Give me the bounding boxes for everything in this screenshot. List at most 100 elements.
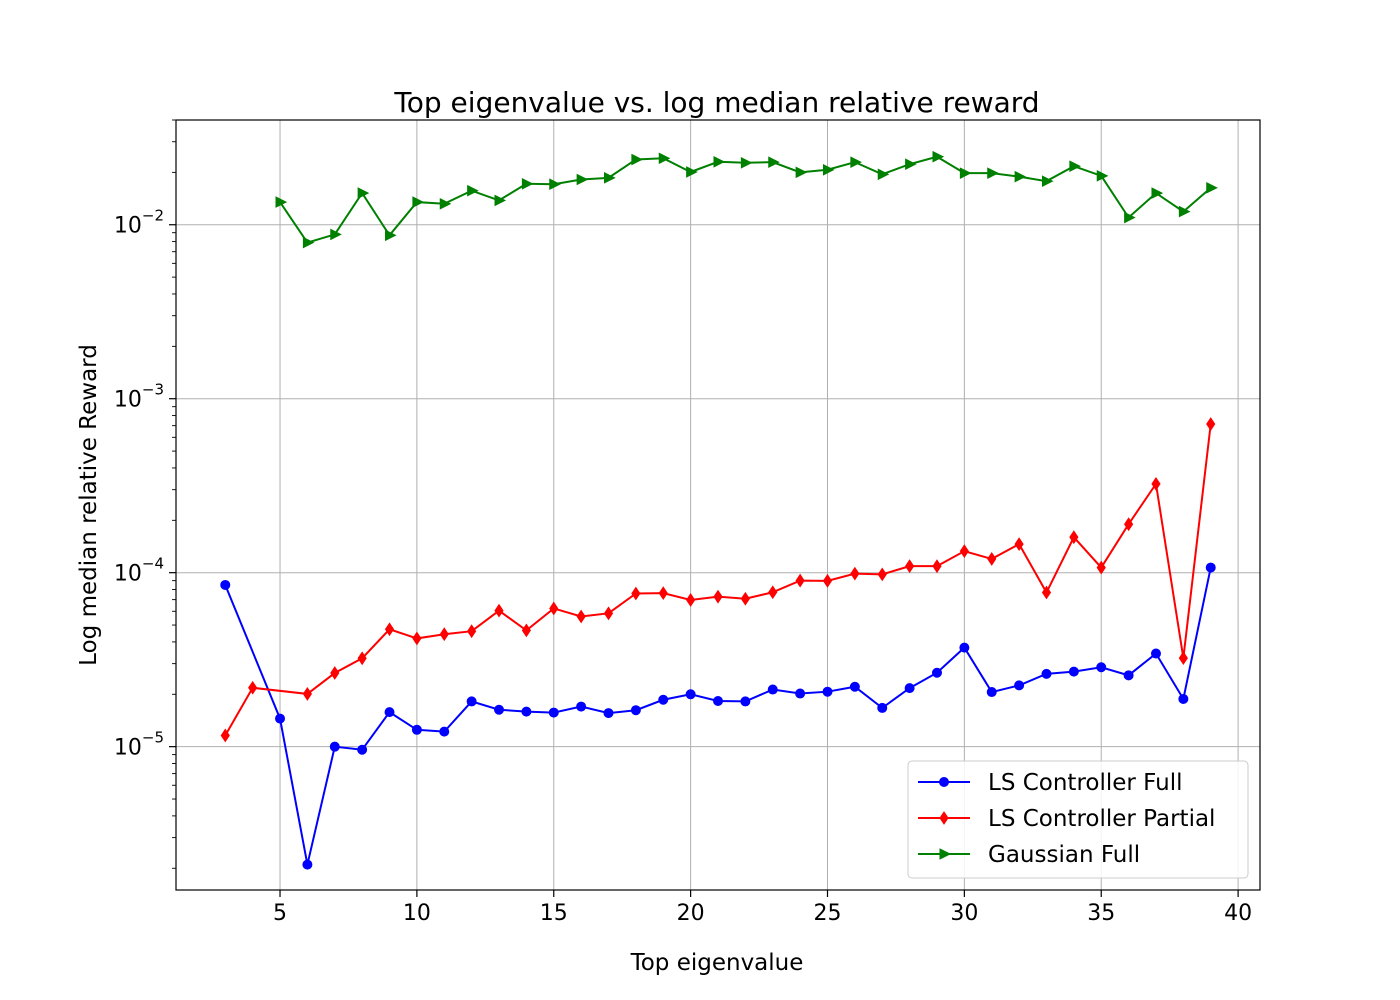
data-point: [713, 696, 723, 707]
y-axis-label: Log median relative Reward: [76, 344, 102, 666]
data-point: [384, 707, 395, 718]
y-tick-base: 10: [114, 388, 142, 413]
y-tick-base: 10: [114, 562, 142, 587]
data-point: [1069, 530, 1079, 545]
data-point: [548, 707, 559, 718]
legend-marker: [939, 811, 949, 825]
x-tick-label: 15: [540, 901, 568, 926]
data-point: [439, 627, 449, 642]
data-point: [630, 705, 641, 716]
x-tick-label: 25: [813, 901, 841, 926]
data-point: [1096, 170, 1109, 182]
data-point: [604, 172, 616, 184]
data-point: [740, 156, 753, 169]
data-point: [1096, 560, 1106, 575]
data-point: [521, 706, 532, 717]
data-point: [1178, 693, 1189, 704]
x-axis-label: Top eigenvalue: [630, 950, 804, 976]
data-point: [439, 197, 452, 210]
series-line: [224, 423, 1212, 736]
legend-label: LS Controller Full: [988, 770, 1183, 796]
data-point: [1014, 537, 1024, 551]
y-tick-label: 10−5: [114, 729, 164, 761]
data-point: [603, 606, 614, 621]
data-point: [1014, 680, 1025, 691]
data-point: [713, 589, 723, 604]
data-point: [631, 586, 641, 601]
data-point: [521, 623, 531, 638]
data-point: [467, 624, 477, 639]
x-tick-label: 20: [677, 901, 705, 926]
data-point: [959, 544, 969, 559]
data-point: [904, 683, 915, 694]
data-point: [631, 153, 643, 166]
data-point: [275, 713, 286, 724]
data-point: [1206, 417, 1216, 431]
data-point: [987, 167, 999, 179]
y-tick-base: 10: [114, 214, 142, 239]
data-point: [987, 552, 997, 566]
data-point: [932, 559, 942, 574]
data-point: [1124, 211, 1136, 224]
data-point: [248, 680, 258, 695]
y-tick-exponent: −3: [142, 381, 164, 399]
data-point: [959, 167, 972, 179]
x-tick-label: 40: [1224, 901, 1252, 926]
data-point: [658, 152, 671, 165]
data-point: [302, 236, 315, 249]
data-point: [549, 601, 559, 616]
y-tick-label: 10−2: [114, 207, 164, 239]
data-point: [576, 609, 586, 624]
y-tick-base: 10: [114, 736, 142, 761]
data-point: [768, 156, 780, 168]
data-point: [1041, 175, 1054, 187]
data-point: [494, 603, 504, 618]
data-point: [1124, 517, 1134, 532]
data-point: [1041, 668, 1052, 679]
data-point: [494, 704, 505, 715]
data-point: [986, 687, 997, 698]
data-point: [685, 689, 696, 700]
data-point: [329, 741, 340, 752]
data-point: [494, 194, 507, 207]
data-point: [1096, 662, 1107, 673]
data-point: [385, 229, 397, 242]
legend: LS Controller Full LS Controller Partial G…: [907, 760, 1249, 879]
data-point: [877, 567, 887, 582]
data-point: [795, 166, 808, 179]
data-point: [521, 177, 534, 190]
y-tick-exponent: −5: [142, 729, 164, 747]
data-point: [850, 156, 862, 168]
data-point: [1014, 170, 1027, 183]
data-point: [1178, 205, 1191, 218]
data-point: [466, 696, 477, 707]
data-point: [1041, 585, 1052, 600]
data-point: [931, 667, 942, 678]
data-point: [740, 591, 750, 606]
data-point: [1068, 666, 1079, 677]
data-point: [275, 196, 288, 208]
data-point: [850, 566, 860, 581]
data-point: [740, 696, 751, 707]
data-point: [357, 744, 368, 755]
data-point: [1205, 562, 1216, 573]
legend-box: [907, 760, 1249, 879]
y-tick-exponent: −4: [142, 555, 164, 573]
legend-label: LS Controller Partial: [988, 806, 1215, 832]
data-point: [686, 166, 698, 178]
x-tick-label: 35: [1087, 901, 1115, 926]
grid: [176, 120, 1260, 890]
data-point: [549, 178, 561, 191]
data-point: [384, 622, 395, 637]
series-layer: [220, 150, 1218, 870]
data-point: [822, 163, 835, 176]
data-point: [767, 684, 778, 695]
data-point: [412, 631, 422, 646]
data-point: [1151, 187, 1164, 199]
legend-label: Gaussian Full: [988, 842, 1140, 868]
data-point: [302, 687, 312, 701]
data-point: [220, 728, 230, 743]
chart-title: Top eigenvalue vs. log median relative r…: [393, 86, 1039, 119]
